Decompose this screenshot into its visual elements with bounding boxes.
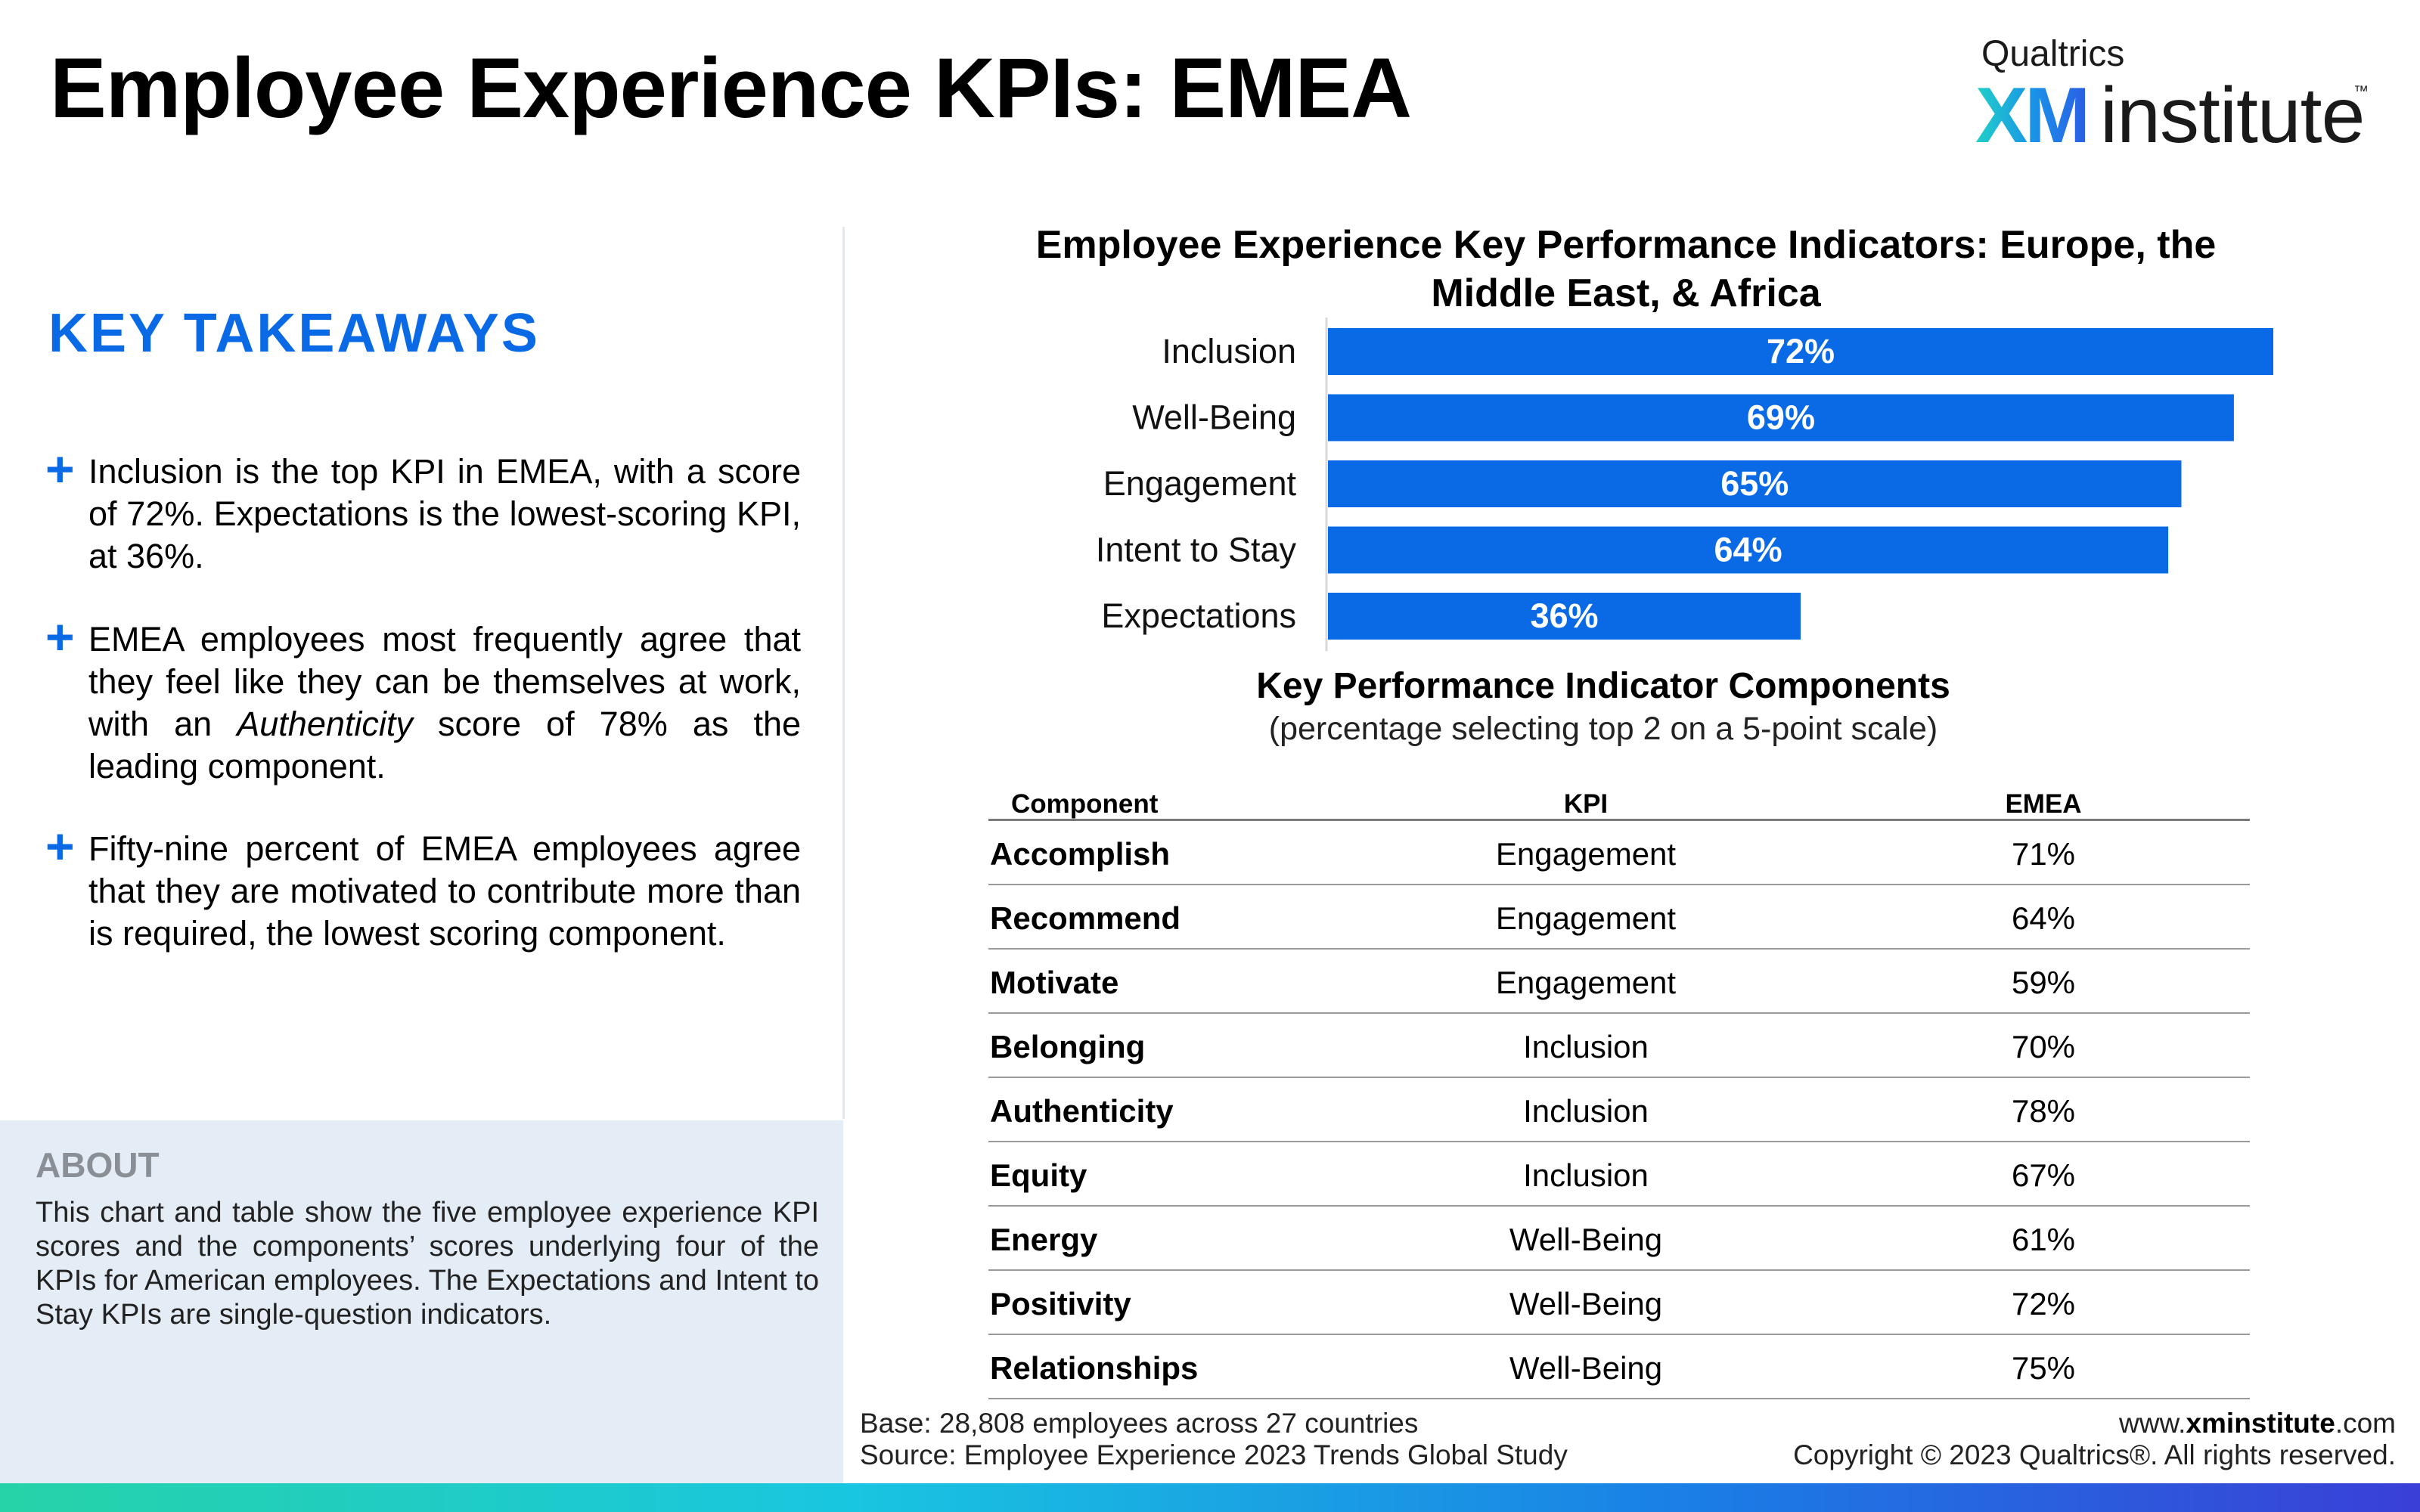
cell-emea: 70% <box>2011 1029 2076 1064</box>
plus-icon: + <box>45 818 75 874</box>
table-body: Accomplish Engagement 71% Recommend Engageme… <box>988 821 2250 1399</box>
table-row: Authenticity Inclusion 78% <box>988 1078 2250 1142</box>
cell-emea: 59% <box>2011 965 2076 1000</box>
kpi-bar <box>1328 593 1801 640</box>
about-panel: ABOUT This chart and table show the five… <box>0 1120 843 1483</box>
base-note: Base: 28,808 employees across 27 countri… <box>860 1408 1419 1439</box>
table-subtitle: (percentage selecting top 2 on a 5-point… <box>1268 711 1938 747</box>
cell-component: Relationships <box>990 1350 1199 1386</box>
about-title: ABOUT <box>36 1145 160 1185</box>
table-row: Recommend Engagement 64% <box>988 885 2250 950</box>
kpi-bar <box>1328 328 2273 375</box>
cell-emea: 71% <box>2011 836 2076 872</box>
about-text: This chart and table show the five emplo… <box>36 1197 819 1331</box>
website-prefix: www. <box>2119 1408 2186 1439</box>
kpi-bar-chart: Inclusion 72% Well-Being 69% Engagement 65% In… <box>1096 318 2273 652</box>
table-header: Component KPI EMEA <box>988 786 2250 821</box>
copyright-notice: Copyright © 2023 Qualtrics®. All rights … <box>1793 1439 2396 1470</box>
bar-value-label: 65% <box>1720 464 1789 503</box>
table-row: Belonging Inclusion 70% <box>988 1014 2250 1078</box>
cell-emea: 61% <box>2011 1222 2076 1257</box>
cell-kpi: Well-Being <box>1509 1350 1663 1386</box>
column-header-emea: EMEA <box>2005 789 2082 819</box>
logo-top-text: Qualtrics <box>1981 34 2125 74</box>
table-row: Motivate Engagement 59% <box>988 950 2250 1014</box>
cell-kpi: Engagement <box>1495 900 1677 936</box>
qualtrics-xm-institute-logo: Qualtrics XM institute ™ <box>1975 29 2369 160</box>
cell-component: Equity <box>990 1157 1087 1193</box>
cell-emea: 72% <box>2011 1286 2076 1321</box>
takeaway-text: Fifty-nine percent of EMEA employees agr… <box>88 829 801 953</box>
page-title: Employee Experience KPIs: EMEA <box>50 41 1412 135</box>
chart-title: Employee Experience Key Performance Indi… <box>1035 223 2217 315</box>
kpi-bar <box>1328 460 2182 507</box>
takeaway-text-part: EMEA employees most frequently agree tha… <box>88 620 801 743</box>
kpi-bar <box>1328 394 2234 442</box>
cell-component: Positivity <box>990 1286 1131 1321</box>
takeaway-text: Inclusion is the top KPI in EMEA, with a… <box>88 452 801 575</box>
cell-kpi: Well-Being <box>1509 1222 1663 1257</box>
category-label: Well-Being <box>1132 398 1296 437</box>
logo-product-text: institute <box>2100 72 2365 160</box>
components-table: Component KPI EMEA Accomplish Engagement 7… <box>988 786 2250 1399</box>
bar-value-label: 36% <box>1530 596 1598 635</box>
plus-icon: + <box>45 609 75 665</box>
website-domain: xminstitute <box>2186 1408 2335 1439</box>
cell-component: Belonging <box>990 1029 1146 1064</box>
cell-emea: 67% <box>2011 1157 2076 1193</box>
category-label: Engagement <box>1103 464 1297 503</box>
table-row: Equity Inclusion 67% <box>988 1142 2250 1207</box>
bar-value-label: 72% <box>1767 332 1835 370</box>
takeaway-text-emphasis: Authenticity <box>237 705 413 743</box>
cell-component: Recommend <box>990 900 1181 936</box>
table-row: Energy Well-Being 61% <box>988 1207 2250 1271</box>
column-header-kpi: KPI <box>1563 789 1609 819</box>
cell-kpi: Inclusion <box>1523 1029 1649 1064</box>
cell-component: Energy <box>990 1222 1098 1257</box>
category-label: Expectations <box>1101 596 1296 635</box>
table-row: Positivity Well-Being 72% <box>988 1271 2250 1335</box>
website-link[interactable]: www.xminstitute.com <box>2119 1408 2396 1439</box>
table-row: Relationships Well-Being 75% <box>988 1335 2250 1399</box>
brand-gradient-bar <box>0 1483 2420 1512</box>
logo-brand-text: XM <box>1975 72 2090 160</box>
takeaway-text-part: score of 78% as the leading component. <box>88 705 801 785</box>
category-label: Inclusion <box>1162 332 1296 370</box>
cell-kpi: Engagement <box>1495 836 1677 872</box>
cell-kpi: Well-Being <box>1509 1286 1663 1321</box>
cell-emea: 64% <box>2011 900 2076 936</box>
source-note: Source: Employee Experience 2023 Trends … <box>860 1439 1568 1470</box>
column-divider <box>842 227 845 1119</box>
key-takeaways-heading: KEY TAKEAWAYS <box>48 303 540 364</box>
takeaway-text: EMEA employees most frequently agree tha… <box>88 618 801 788</box>
bar-value-label: 69% <box>1747 398 1815 437</box>
logo-trademark: ™ <box>2353 83 2369 100</box>
category-label: Intent to Stay <box>1096 531 1297 569</box>
table-title: Key Performance Indicator Components <box>1256 666 1950 706</box>
column-header-component: Component <box>1011 789 1159 819</box>
cell-emea: 75% <box>2011 1350 2076 1386</box>
kpi-bar <box>1328 526 2169 574</box>
bar-value-label: 64% <box>1714 531 1782 569</box>
table-row: Accomplish Engagement 71% <box>988 821 2250 885</box>
cell-kpi: Inclusion <box>1523 1157 1649 1193</box>
cell-component: Accomplish <box>990 836 1171 872</box>
cell-kpi: Engagement <box>1495 965 1677 1000</box>
cell-component: Authenticity <box>990 1093 1174 1129</box>
cell-kpi: Inclusion <box>1523 1093 1649 1129</box>
website-suffix: .com <box>2335 1408 2396 1439</box>
plus-icon: + <box>45 441 75 497</box>
cell-emea: 78% <box>2011 1093 2076 1129</box>
cell-component: Motivate <box>990 965 1119 1000</box>
